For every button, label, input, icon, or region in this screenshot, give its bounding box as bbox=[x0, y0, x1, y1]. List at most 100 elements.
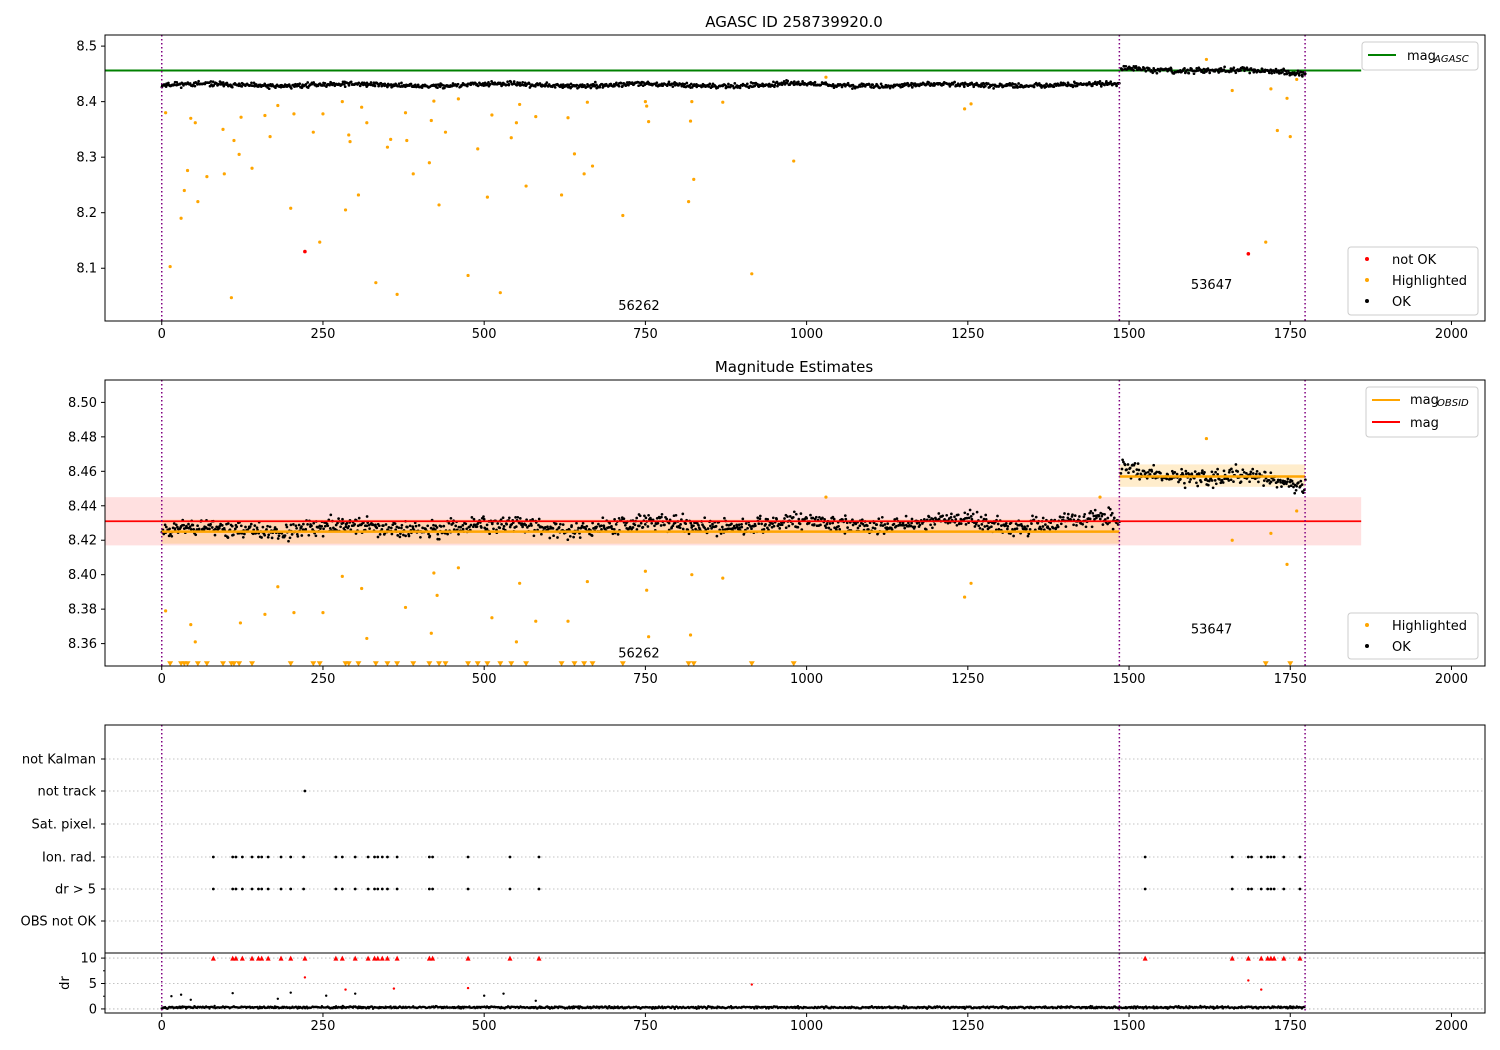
agasc-ok-point bbox=[667, 80, 671, 84]
magnitude-ok-point bbox=[1088, 517, 1092, 521]
agasc-highlighted-point bbox=[311, 130, 315, 134]
dr-outlier-point bbox=[1260, 988, 1263, 991]
magnitude-ok-point bbox=[307, 533, 311, 537]
magnitude-ok-point bbox=[1179, 477, 1182, 481]
magnitude-ok-point bbox=[703, 526, 706, 530]
magnitude-legend-bottom: Highlighted OK bbox=[1347, 612, 1479, 660]
agasc-highlighted-point bbox=[250, 166, 254, 170]
magnitude-legend-bottom-box bbox=[1347, 612, 1479, 660]
flag-point bbox=[1298, 887, 1302, 891]
agasc-xtick-label: 0 bbox=[158, 327, 166, 342]
magnitude-ok-point bbox=[1012, 534, 1015, 538]
agasc-ok-point bbox=[1000, 83, 1003, 86]
magnitude-ok-point bbox=[881, 524, 885, 527]
magnitude-ok-point bbox=[516, 515, 520, 519]
agasc-ok-point bbox=[1248, 71, 1252, 75]
agasc-ok-point bbox=[349, 80, 353, 84]
magnitude-ok-point bbox=[894, 524, 898, 528]
magnitude-ok-point bbox=[1216, 467, 1219, 471]
agasc-ok-point bbox=[1037, 82, 1041, 85]
agasc-ok-point bbox=[1158, 69, 1162, 73]
magnitude-ok-point bbox=[740, 522, 743, 526]
magnitude-ok-point bbox=[414, 524, 418, 528]
magnitude-ok-point bbox=[1199, 480, 1203, 484]
magnitude-ok-point bbox=[679, 523, 682, 526]
magnitude-ok-point bbox=[653, 524, 656, 528]
dr-outlier-point bbox=[354, 992, 357, 995]
magnitude-ok-point bbox=[255, 526, 259, 530]
magnitude-ok-point bbox=[966, 512, 970, 516]
magnitude-ok-point bbox=[1126, 463, 1130, 466]
agasc-ok-point bbox=[621, 84, 624, 88]
magnitude-ok-point bbox=[827, 526, 831, 530]
magnitude-ok-point bbox=[617, 516, 621, 520]
agasc-ok-point bbox=[1186, 68, 1189, 72]
magnitude-ok-point bbox=[1196, 484, 1200, 488]
agasc-ok-point bbox=[1283, 72, 1286, 76]
magnitude-ok-point bbox=[1106, 516, 1110, 520]
magnitude-ok-point bbox=[1170, 469, 1174, 473]
agasc-highlighted-point bbox=[1264, 240, 1268, 244]
agasc-ok-point bbox=[1192, 72, 1196, 76]
magnitude-ok-point bbox=[623, 523, 627, 527]
magnitude-ok-point bbox=[1071, 513, 1074, 517]
dr-capped-marker bbox=[1281, 955, 1287, 961]
magnitude-ok-point bbox=[841, 518, 844, 521]
magnitude-ok-point bbox=[226, 522, 230, 525]
magnitude-ok-point bbox=[518, 517, 522, 520]
magnitude-below-range-marker bbox=[589, 661, 596, 667]
dr-ytick-label: 0 bbox=[89, 1002, 97, 1017]
magnitude-ok-point bbox=[168, 527, 171, 531]
agasc-ok-point bbox=[434, 83, 438, 87]
magnitude-ok-point bbox=[927, 515, 931, 519]
magnitude-ok-point bbox=[749, 525, 752, 528]
agasc-ok-point bbox=[1303, 72, 1307, 76]
agasc-legend-top-box bbox=[1361, 41, 1479, 71]
legend-highlighted-label-2: Highlighted bbox=[1392, 619, 1467, 634]
agasc-ok-point bbox=[630, 81, 634, 84]
magnitude-ok-point bbox=[1159, 471, 1162, 475]
magnitude-ok-point bbox=[1257, 480, 1260, 484]
magnitude-ok-point bbox=[1098, 517, 1102, 521]
magnitude-ok-point bbox=[1287, 485, 1291, 488]
magnitude-ok-point bbox=[732, 524, 736, 528]
magnitude-axes: 0 250 500 750 1000 1250 1500 1750 20008.368.388.… bbox=[68, 396, 1468, 687]
agasc-ok-point bbox=[347, 84, 351, 87]
magnitude-ok-point bbox=[482, 517, 486, 521]
legend-not-ok-label: not OK bbox=[1392, 253, 1437, 268]
legend-mag-agasc-subscript: AGASC bbox=[1433, 54, 1469, 65]
magnitude-ok-point bbox=[706, 527, 710, 530]
magnitude-ok-point bbox=[543, 526, 547, 529]
agasc-ok-point bbox=[1190, 67, 1193, 71]
magnitude-ok-point bbox=[265, 528, 268, 531]
magnitude-ok-point bbox=[1301, 491, 1305, 495]
magnitude-ok-point bbox=[387, 526, 391, 529]
agasc-ok-point bbox=[797, 80, 800, 84]
magnitude-ok-point bbox=[611, 532, 615, 536]
agasc-ok-point bbox=[986, 82, 990, 85]
magnitude-ok-point bbox=[514, 525, 518, 528]
magnitude-ok-point bbox=[1165, 477, 1169, 481]
agasc-ok-point bbox=[300, 86, 304, 90]
magnitude-highlighted-point bbox=[340, 574, 344, 579]
agasc-xtick-label: 250 bbox=[311, 327, 336, 342]
agasc-highlighted-point bbox=[237, 152, 241, 156]
flag-point bbox=[1269, 855, 1273, 859]
dr-capped-marker bbox=[249, 955, 255, 961]
magnitude-highlighted-point bbox=[1230, 538, 1234, 542]
agasc-ok-point bbox=[487, 81, 490, 84]
magnitude-ok-point bbox=[404, 534, 407, 538]
agasc-highlighted-point bbox=[193, 121, 197, 125]
magnitude-ok-point bbox=[909, 524, 913, 528]
magnitude-ok-point bbox=[674, 513, 678, 517]
magnitude-ok-point bbox=[1227, 479, 1231, 482]
agasc-ok-point bbox=[553, 86, 557, 89]
dr-capped-marker bbox=[302, 955, 308, 961]
agasc-ok-point bbox=[1039, 83, 1043, 87]
magnitude-ok-point bbox=[592, 527, 595, 530]
dr-ytick-label: 10 bbox=[80, 952, 97, 967]
agasc-xtick-label: 1000 bbox=[790, 327, 823, 342]
magnitude-ok-point bbox=[746, 526, 749, 530]
agasc-ok-point bbox=[661, 84, 665, 88]
